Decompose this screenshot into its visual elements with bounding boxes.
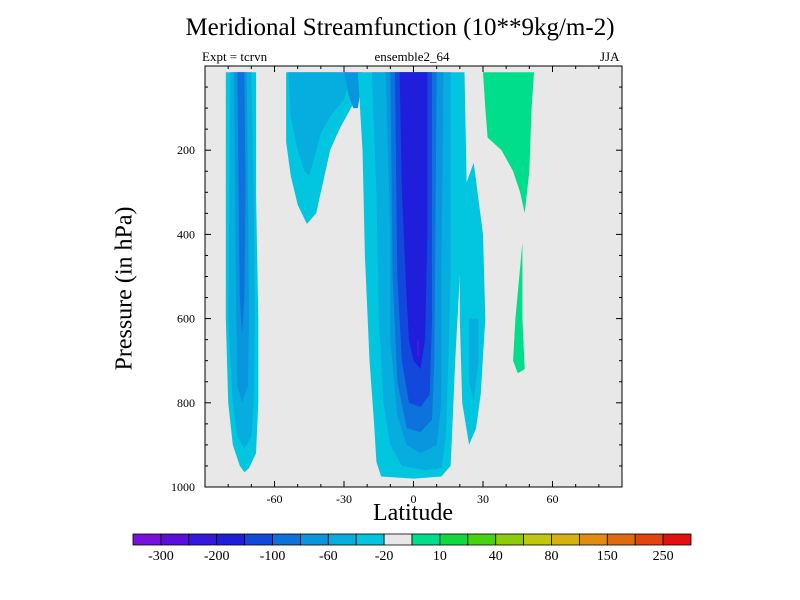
colorbar-label: -20 <box>375 549 394 564</box>
x-tick-label: 60 <box>547 492 559 506</box>
colorbar-swatch <box>523 533 552 546</box>
x-tick-label: -60 <box>267 492 283 506</box>
y-tick-label: 400 <box>177 227 195 241</box>
colorbar-label: -200 <box>204 549 230 564</box>
y-axis-label: Pressure (in hPa) <box>111 206 138 371</box>
x-tick-label: -30 <box>336 492 352 506</box>
colorbar-swatch <box>299 533 329 546</box>
colorbar-label: -60 <box>319 549 338 564</box>
colorbar-label: 40 <box>489 549 503 564</box>
contour-ne-cell <box>459 162 486 445</box>
x-tick-label: 0 <box>411 492 417 506</box>
contour-ne-cell-inner <box>469 318 479 403</box>
colorbar-swatch <box>467 533 497 546</box>
y-tick-label: 200 <box>177 143 195 157</box>
contour-upper-cell-inner <box>288 72 349 176</box>
experiment-label: Expt = tcrvn <box>202 49 268 64</box>
colorbar-swatch <box>216 533 245 546</box>
colorbar-label: 10 <box>433 549 447 564</box>
colorbar-swatch <box>188 533 218 546</box>
contour-upper-cell-shade <box>344 72 361 109</box>
colorbar-label: 150 <box>597 549 618 564</box>
contour-south-cell-core <box>237 72 246 336</box>
contour-north-cell-upper <box>483 72 534 214</box>
colorbar-swatch <box>411 533 441 546</box>
contour-north-cell-lower <box>513 242 525 374</box>
colorbar-swatch <box>634 533 664 546</box>
y-tick-label: 800 <box>177 396 195 410</box>
contour-main-cell-core <box>399 72 428 370</box>
colorbar-swatch <box>132 533 162 546</box>
colorbar-label: 250 <box>653 549 674 564</box>
colorbar-swatch <box>551 533 580 546</box>
chart-title: Meridional Streamfunction (10**9kg/m-2) <box>185 14 615 41</box>
colorbar-swatch <box>662 533 692 546</box>
colorbar-swatch <box>244 533 273 546</box>
colorbar-swatch <box>355 533 385 546</box>
colorbar-label: -300 <box>148 549 174 564</box>
colorbar-swatch <box>606 533 636 546</box>
colorbar-label: -100 <box>260 549 286 564</box>
season-label: JJA <box>600 49 620 64</box>
ensemble-label: ensemble2_64 <box>374 49 450 64</box>
colorbar-swatch <box>272 533 301 546</box>
colorbar-swatch <box>579 533 608 546</box>
colorbar-swatch <box>160 533 190 546</box>
y-tick-label: 600 <box>177 312 195 326</box>
colorbar-swatch <box>327 533 357 546</box>
colorbar-swatch <box>439 533 469 546</box>
colorbar-label: 80 <box>545 549 559 564</box>
y-tick-label: 1000 <box>171 480 195 494</box>
x-tick-label: 30 <box>477 492 489 506</box>
colorbar-swatch <box>383 533 413 546</box>
x-axis-label: Latitude <box>373 500 453 526</box>
colorbar-swatch <box>495 533 525 546</box>
